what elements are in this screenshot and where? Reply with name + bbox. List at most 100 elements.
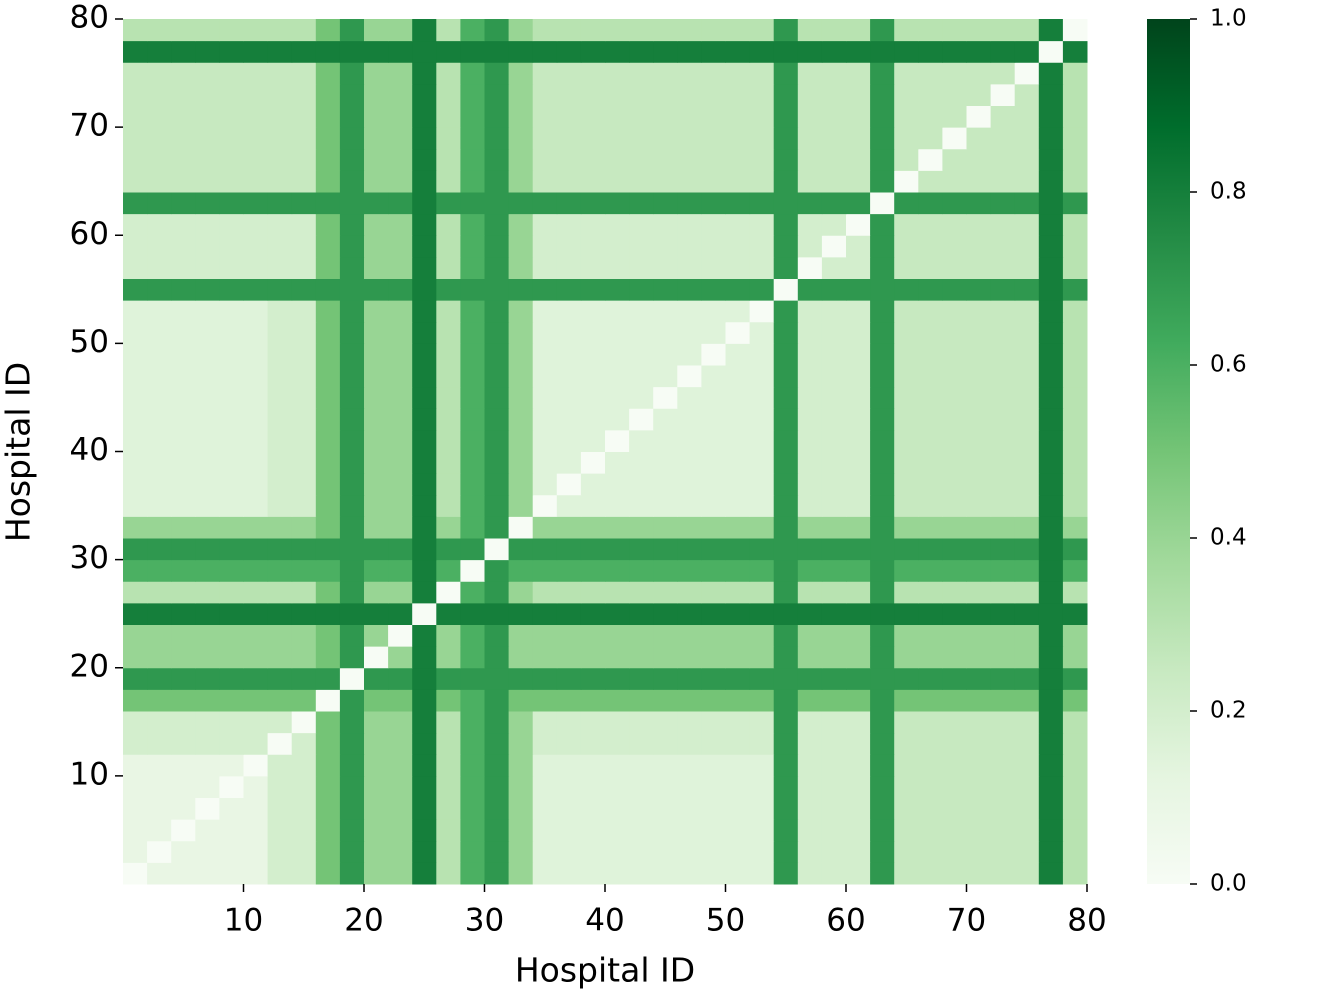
cell (291, 473, 317, 496)
cell (484, 840, 510, 863)
cell (918, 213, 943, 236)
cell (243, 19, 269, 42)
cell (243, 386, 269, 409)
cell (629, 213, 654, 236)
cell (990, 192, 1016, 215)
cell (990, 711, 1016, 734)
cell (291, 667, 317, 690)
cell (846, 213, 871, 236)
cell (605, 862, 630, 885)
cell (532, 711, 558, 734)
cell (267, 516, 293, 539)
heatmap (123, 19, 1088, 885)
cell (315, 170, 341, 193)
cell (773, 127, 799, 150)
cell (918, 148, 943, 171)
cell (749, 19, 775, 42)
cell (773, 667, 799, 690)
cell (195, 408, 220, 431)
cell (339, 819, 365, 842)
cell (412, 732, 437, 755)
cell (773, 386, 799, 409)
cell (267, 300, 293, 323)
cell (725, 581, 751, 604)
cell (171, 494, 196, 517)
cell (243, 62, 269, 85)
cell (364, 192, 389, 215)
cell (870, 646, 895, 669)
cell (532, 754, 558, 777)
cell (388, 538, 413, 561)
cell (966, 732, 992, 755)
cell (629, 451, 654, 474)
cell (653, 538, 678, 561)
cell (1014, 148, 1040, 171)
cell (942, 494, 967, 517)
cell (1062, 667, 1088, 690)
cell (219, 732, 244, 755)
cell (605, 473, 630, 496)
cell (701, 711, 726, 734)
cell (1062, 235, 1088, 258)
cell (412, 213, 437, 236)
cell (219, 602, 244, 625)
cell (388, 711, 413, 734)
cell (412, 775, 437, 798)
cell (990, 451, 1016, 474)
cell (364, 40, 389, 63)
cell (267, 494, 293, 517)
cell (773, 711, 799, 734)
cell (291, 213, 317, 236)
cell (773, 689, 799, 712)
cell (773, 754, 799, 777)
cell (990, 256, 1016, 279)
cell (605, 235, 630, 258)
cell (1038, 624, 1064, 647)
cell (171, 797, 196, 820)
cell (556, 19, 582, 42)
cell (580, 667, 606, 690)
cell (484, 83, 510, 106)
cell (123, 538, 148, 561)
cell (629, 862, 654, 885)
cell (267, 646, 293, 669)
cell (1014, 408, 1040, 431)
cell (412, 840, 437, 863)
cell (846, 494, 871, 517)
cell (1014, 343, 1040, 366)
cell (701, 473, 726, 496)
cell (339, 538, 365, 561)
cell (388, 559, 413, 582)
cell (219, 343, 244, 366)
cell (291, 559, 317, 582)
cell (339, 365, 365, 388)
cell (629, 667, 654, 690)
cell (870, 602, 895, 625)
cell (894, 819, 919, 842)
cell (267, 365, 293, 388)
cell (171, 278, 196, 301)
cell (942, 256, 967, 279)
cell (749, 494, 775, 517)
cell (894, 667, 919, 690)
cell (966, 127, 992, 150)
cell (315, 365, 341, 388)
cell (966, 170, 992, 193)
cell (629, 840, 654, 863)
cell (580, 473, 606, 496)
cell (797, 40, 823, 63)
cell (388, 83, 413, 106)
cell (460, 365, 485, 388)
cell (870, 840, 895, 863)
cell (580, 62, 606, 85)
cell (846, 646, 871, 669)
cell (942, 365, 967, 388)
cell (773, 516, 799, 539)
cell (942, 559, 967, 582)
cell (532, 538, 558, 561)
cell (123, 105, 148, 128)
cell (291, 646, 317, 669)
cell (990, 559, 1016, 582)
cell (870, 689, 895, 712)
cell (195, 494, 220, 517)
